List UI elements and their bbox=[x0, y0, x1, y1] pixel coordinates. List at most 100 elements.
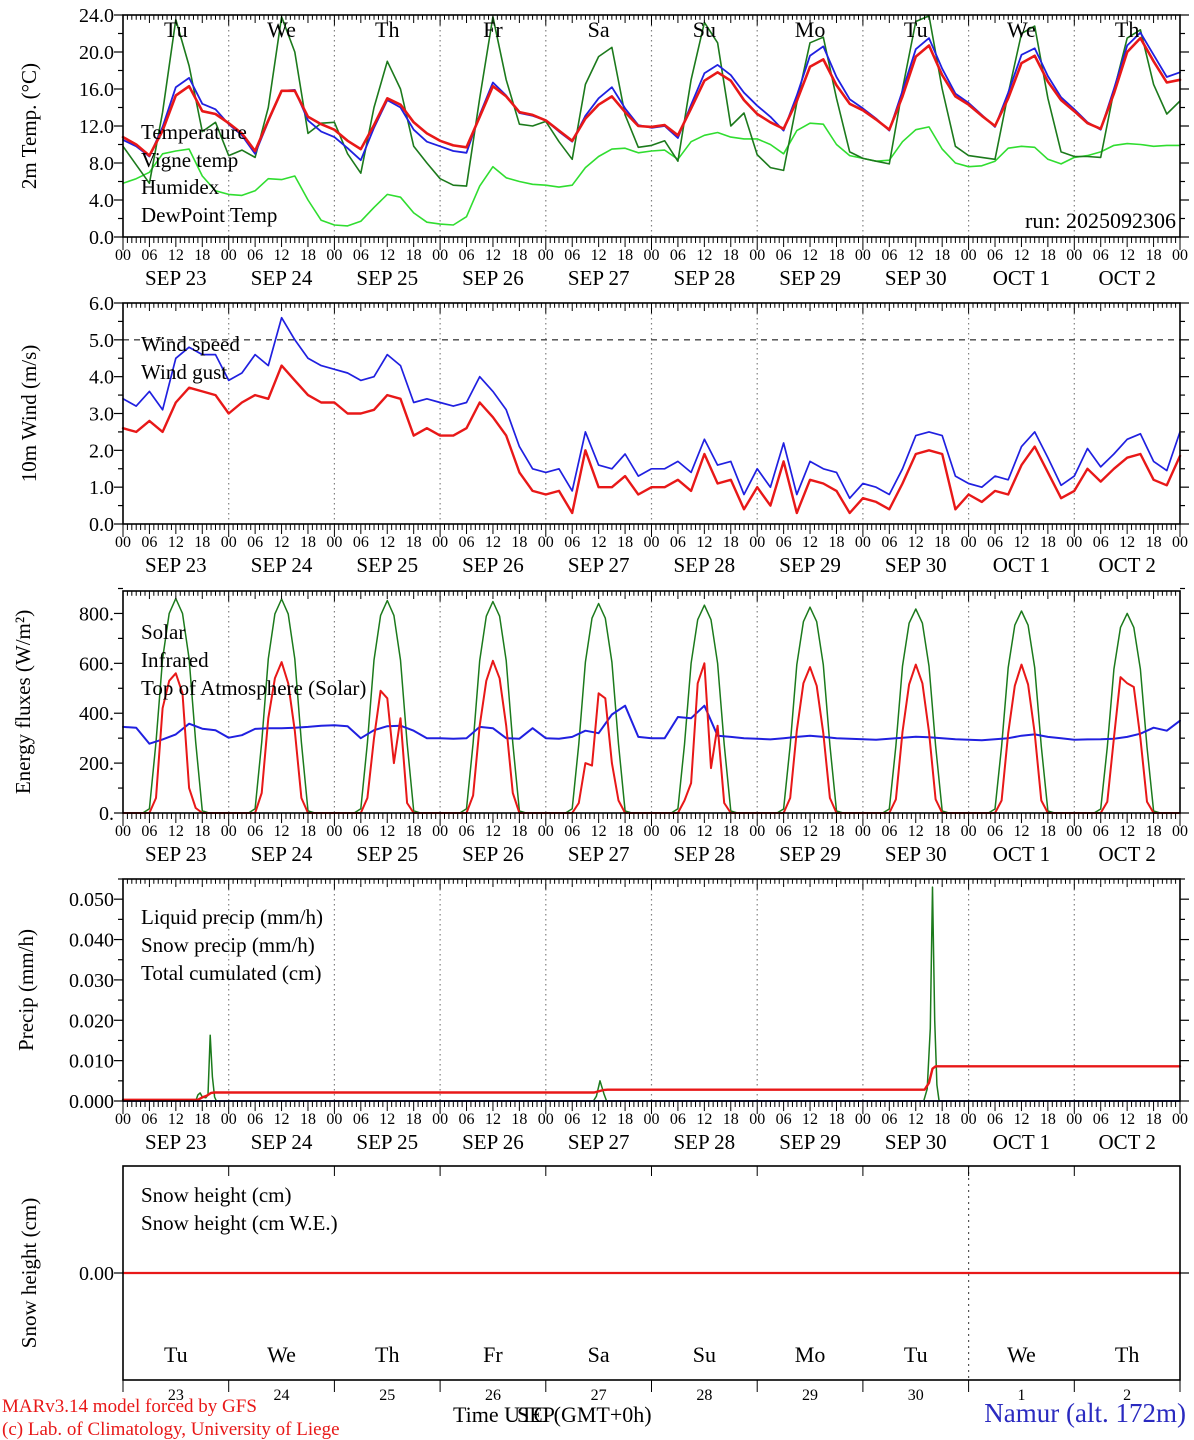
date-label: SEP 29 bbox=[779, 1130, 841, 1154]
hour-label: 12 bbox=[802, 1111, 818, 1128]
y-tick-label: 0.020 bbox=[69, 1010, 114, 1032]
hour-label: 06 bbox=[776, 823, 792, 840]
y-tick-label: 20.0 bbox=[79, 42, 114, 64]
hour-label: 00 bbox=[1066, 1111, 1082, 1128]
y-tick-label: 0.00 bbox=[79, 1263, 114, 1285]
hour-label: 18 bbox=[1146, 823, 1162, 840]
date-label: SEP 25 bbox=[356, 553, 418, 577]
day-letter: Fr bbox=[483, 17, 503, 42]
date-label: SEP 28 bbox=[674, 1130, 736, 1154]
legend-dewpoint-temp: DewPoint Temp bbox=[141, 203, 277, 227]
hour-label: 06 bbox=[987, 247, 1003, 264]
hour-label: 00 bbox=[855, 534, 871, 551]
legend-infrared: Infrared bbox=[141, 648, 209, 672]
hour-label: 00 bbox=[115, 534, 131, 551]
legend-vigne-temp: Vigne temp bbox=[141, 148, 238, 172]
date-label: SEP 27 bbox=[568, 553, 630, 577]
hour-label: 18 bbox=[1040, 247, 1056, 264]
hour-label: 00 bbox=[1172, 534, 1188, 551]
hour-label: 06 bbox=[987, 534, 1003, 551]
hour-label: 12 bbox=[591, 823, 607, 840]
hour-label: 18 bbox=[1040, 534, 1056, 551]
hour-label: 06 bbox=[353, 823, 369, 840]
hour-label: 06 bbox=[776, 1111, 792, 1128]
hour-label: 00 bbox=[326, 1111, 342, 1128]
legend-top-of-atmosphere-solar-: Top of Atmosphere (Solar) bbox=[141, 676, 366, 700]
hour-label: 18 bbox=[511, 823, 527, 840]
date-label: SEP 25 bbox=[356, 842, 418, 866]
hour-label: 12 bbox=[485, 247, 501, 264]
day-number: 2 bbox=[1123, 1387, 1131, 1404]
hour-label: 12 bbox=[908, 534, 924, 551]
day-letter: Tu bbox=[904, 17, 928, 42]
hour-label: 00 bbox=[644, 823, 660, 840]
hour-label: 18 bbox=[828, 534, 844, 551]
y-tick-label: 4.0 bbox=[89, 367, 114, 389]
hour-label: 18 bbox=[511, 534, 527, 551]
y-tick-label: 0.050 bbox=[69, 889, 114, 911]
day-number: 25 bbox=[379, 1387, 395, 1404]
hour-label: 06 bbox=[776, 534, 792, 551]
y-tick-label: 5.0 bbox=[89, 330, 114, 352]
hour-label: 18 bbox=[511, 1111, 527, 1128]
hour-label: 06 bbox=[564, 247, 580, 264]
hour-label: 12 bbox=[485, 534, 501, 551]
hour-label: 06 bbox=[1093, 534, 1109, 551]
y-tick-label: 8.0 bbox=[89, 153, 114, 175]
hour-label: 00 bbox=[538, 1111, 554, 1128]
hour-label: 18 bbox=[194, 1111, 210, 1128]
hour-label: 12 bbox=[591, 534, 607, 551]
y-tick-label: 600. bbox=[79, 653, 114, 675]
date-label: SEP 24 bbox=[251, 1130, 313, 1154]
hour-label: 06 bbox=[881, 1111, 897, 1128]
hour-label: 00 bbox=[1066, 247, 1082, 264]
date-label: SEP 26 bbox=[462, 266, 524, 290]
day-letter: Mo bbox=[795, 17, 826, 42]
hour-label: 12 bbox=[1013, 247, 1029, 264]
hour-label: 00 bbox=[115, 1111, 131, 1128]
hour-label: 06 bbox=[141, 823, 157, 840]
date-label: SEP 28 bbox=[674, 553, 736, 577]
y-tick-label: 3.0 bbox=[89, 404, 114, 426]
hour-label: 18 bbox=[406, 1111, 422, 1128]
hour-label: 00 bbox=[1066, 823, 1082, 840]
legend-snow-height-cm-: Snow height (cm) bbox=[141, 1183, 291, 1207]
hour-label: 06 bbox=[776, 247, 792, 264]
date-label: SEP 25 bbox=[356, 266, 418, 290]
date-label: SEP 29 bbox=[779, 266, 841, 290]
legend-humidex: Humidex bbox=[141, 175, 220, 199]
hour-label: 12 bbox=[379, 534, 395, 551]
station-label: Namur (alt. 172m) bbox=[984, 1398, 1186, 1428]
hour-label: 06 bbox=[1093, 1111, 1109, 1128]
hour-label: 12 bbox=[696, 823, 712, 840]
day-letter: Tu bbox=[164, 1342, 188, 1367]
date-label: SEP 30 bbox=[885, 553, 947, 577]
day-letter: We bbox=[1007, 17, 1036, 42]
infrared-series bbox=[122, 704, 1181, 745]
hour-label: 06 bbox=[881, 247, 897, 264]
date-label: OCT 1 bbox=[993, 553, 1050, 577]
hour-label: 12 bbox=[908, 1111, 924, 1128]
hour-label: 12 bbox=[168, 534, 184, 551]
hour-label: 00 bbox=[538, 823, 554, 840]
hour-label: 00 bbox=[749, 823, 765, 840]
hour-label: 18 bbox=[1146, 534, 1162, 551]
hour-label: 12 bbox=[802, 247, 818, 264]
hour-label: 00 bbox=[115, 247, 131, 264]
hour-label: 06 bbox=[1093, 823, 1109, 840]
overlap-sep-text: SEP bbox=[517, 1402, 555, 1427]
hour-label: 12 bbox=[168, 247, 184, 264]
hour-label: 12 bbox=[696, 247, 712, 264]
hour-label: 00 bbox=[326, 823, 342, 840]
hour-label: 06 bbox=[670, 534, 686, 551]
hour-label: 12 bbox=[1119, 1111, 1135, 1128]
hour-label: 18 bbox=[617, 1111, 633, 1128]
hour-label: 12 bbox=[591, 1111, 607, 1128]
hour-label: 06 bbox=[459, 247, 475, 264]
hour-label: 18 bbox=[511, 247, 527, 264]
y-tick-label: 0. bbox=[99, 803, 114, 825]
hour-label: 00 bbox=[961, 534, 977, 551]
date-label: SEP 23 bbox=[145, 842, 207, 866]
hour-label: 18 bbox=[723, 1111, 739, 1128]
